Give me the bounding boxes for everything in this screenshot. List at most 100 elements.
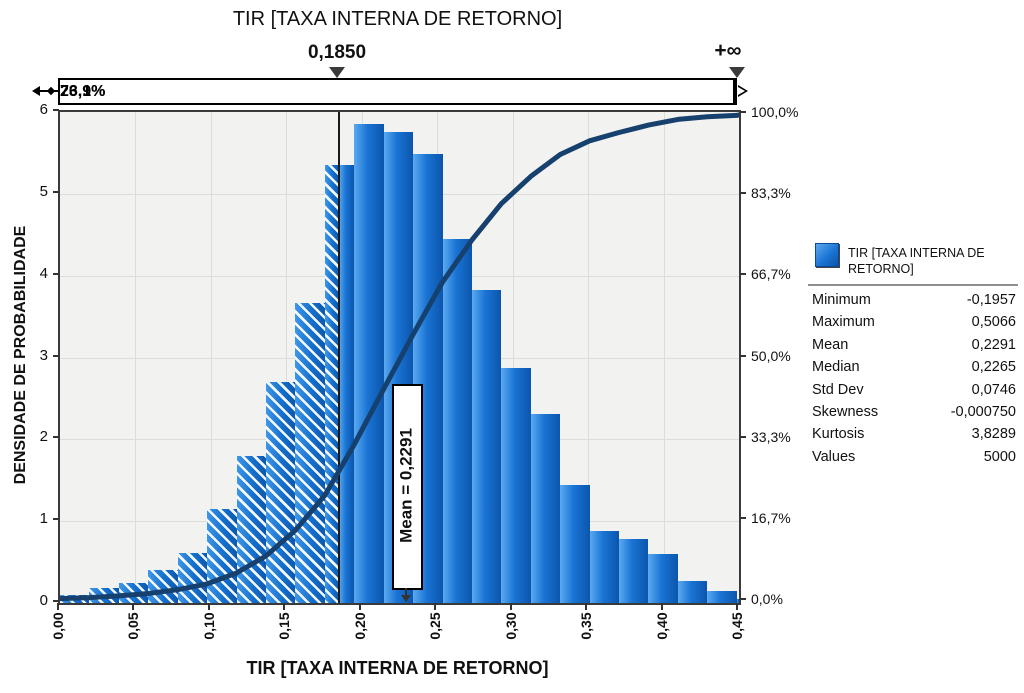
y-left-tick-label: 0: [39, 592, 48, 609]
stat-row: Skewness -0,000750: [812, 401, 1016, 423]
y-right-tick-label: 100,0%: [751, 104, 799, 120]
y-right-tick: [740, 435, 746, 438]
y-right-tick-label: 0,0%: [751, 591, 783, 607]
histogram-bar: [648, 553, 678, 603]
y-left-tick-label: 6: [39, 101, 48, 118]
y-left-tick: [53, 600, 59, 602]
left-probability-label: 26,1%: [60, 82, 106, 100]
x-axis-title: TIR [TAXA INTERNA DE RETORNO]: [246, 658, 549, 678]
x-tick: [736, 603, 738, 610]
x-tick-label: 0,20: [351, 612, 368, 640]
threshold-value-label: 0,1850: [307, 42, 367, 63]
x-tick-label: 0,40: [653, 612, 670, 640]
x-tick: [358, 603, 361, 610]
stat-value: -0,1957: [966, 292, 1016, 308]
x-tick-label: 0,00: [50, 612, 66, 640]
y-left-tick-label: 3: [39, 346, 48, 364]
y-right-tick-label: 33,3%: [751, 428, 791, 445]
histogram-bar: [501, 368, 531, 603]
y-left-tick-label: 1: [39, 510, 48, 528]
upper-slider-triangle[interactable]: [729, 67, 745, 78]
histogram-bar-hatched: [207, 508, 237, 603]
y-right-tick: [740, 192, 746, 195]
y-right-tick-label: 16,7%: [751, 509, 791, 526]
left-handle-arrow-icon[interactable]: [32, 86, 40, 96]
gridline-vertical: [663, 112, 665, 603]
right-handle-arrow-inner: [738, 87, 745, 95]
y-left-tick-label: 2: [39, 428, 48, 446]
gridline-vertical: [588, 112, 590, 603]
stat-label: Maximum: [812, 314, 875, 331]
histogram-bar: [589, 531, 620, 603]
histogram-bar: [677, 580, 708, 603]
stat-label: Kurtosis: [812, 426, 865, 443]
stat-value: 5000: [983, 448, 1016, 465]
histogram-bar: [530, 413, 561, 603]
y-right-tick-label: 66,7%: [751, 266, 791, 283]
stat-value: 0,5066: [971, 314, 1016, 331]
legend: TIR [TAXA INTERNA DE RETORNO]: [815, 243, 1020, 277]
y-right-tick: [740, 273, 746, 276]
histogram-bar: [354, 124, 384, 603]
x-tick: [283, 603, 286, 610]
legend-series-label: TIR [TAXA INTERNA DE RETORNO]: [848, 246, 985, 276]
gridline-vertical: [135, 112, 137, 603]
x-tick: [585, 603, 588, 610]
plot-area: Mean = 0,2291: [58, 110, 741, 605]
histogram-bar: [442, 238, 472, 603]
stat-value: 3,8289: [971, 426, 1016, 443]
stat-row: Values 5000: [812, 446, 1016, 468]
histogram-bar: [619, 539, 649, 603]
y-right-tick: [740, 354, 746, 357]
x-tick-label: 0,10: [200, 612, 217, 640]
x-tick-label: 0,45: [729, 612, 745, 640]
threshold-line[interactable]: [338, 112, 341, 603]
cumulative-curve: [60, 112, 739, 602]
stat-row: Maximum 0,5066: [812, 311, 1016, 333]
y-left-tick: [53, 109, 59, 111]
left-handle-diamond-icon[interactable]: [46, 86, 56, 96]
probability-band-right-region: [733, 80, 735, 103]
stats-separator: [808, 284, 1018, 286]
x-tick: [509, 603, 512, 610]
x-tick: [57, 603, 59, 610]
stat-label: Std Dev: [812, 381, 864, 398]
histogram-bar: [707, 590, 737, 603]
probability-band: 26,1% 73,9%: [58, 78, 737, 105]
gridline-vertical: [512, 112, 514, 603]
y-left-tick-label: 5: [39, 182, 48, 200]
stat-row: Minimum -0,1957: [812, 289, 1016, 311]
mean-arrow-stem: [404, 588, 407, 596]
stat-row: Median 0,2265: [812, 356, 1016, 378]
x-tick-label: 0,30: [502, 612, 519, 640]
y-left-tick: [53, 354, 59, 357]
threshold-slider-triangle[interactable]: [329, 67, 345, 78]
legend-swatch-icon: [815, 243, 839, 267]
histogram-bar-hatched: [295, 302, 325, 603]
histogram-bar-hatched: [265, 382, 296, 603]
chart-title: TIR [TAXA INTERNA DE RETORNO]: [232, 8, 563, 30]
mean-flag: Mean = 0,2291: [392, 384, 424, 590]
mean-flag-label: Mean = 0,2291: [396, 427, 416, 543]
x-tick-label: 0,05: [125, 612, 142, 640]
histogram-bar: [471, 290, 502, 603]
stat-row: Kurtosis 3,8289: [812, 423, 1016, 445]
stats-panel: Minimum -0,1957 Maximum 0,5066 Mean 0,2291 Med…: [812, 289, 1016, 468]
stat-value: 0,0746: [971, 381, 1016, 398]
x-tick-label: 0,15: [276, 612, 293, 640]
y-right-tick: [740, 111, 746, 113]
x-tick: [434, 603, 437, 610]
stat-label: Values: [812, 448, 856, 465]
y-left-tick: [53, 518, 59, 521]
stat-row: Mean 0,2291: [812, 334, 1016, 356]
stat-value: -0,000750: [950, 404, 1016, 421]
y-left-tick-label: 4: [39, 264, 48, 282]
stat-label: Mean: [812, 336, 849, 353]
histogram-bar-hatched: [177, 553, 208, 603]
x-tick-label: 0,25: [427, 612, 444, 640]
y-right-tick-label: 50,0%: [751, 347, 791, 364]
stat-label: Median: [812, 359, 860, 376]
y-right-tick-label: 83,3%: [751, 185, 791, 202]
gridline-vertical: [286, 112, 288, 603]
